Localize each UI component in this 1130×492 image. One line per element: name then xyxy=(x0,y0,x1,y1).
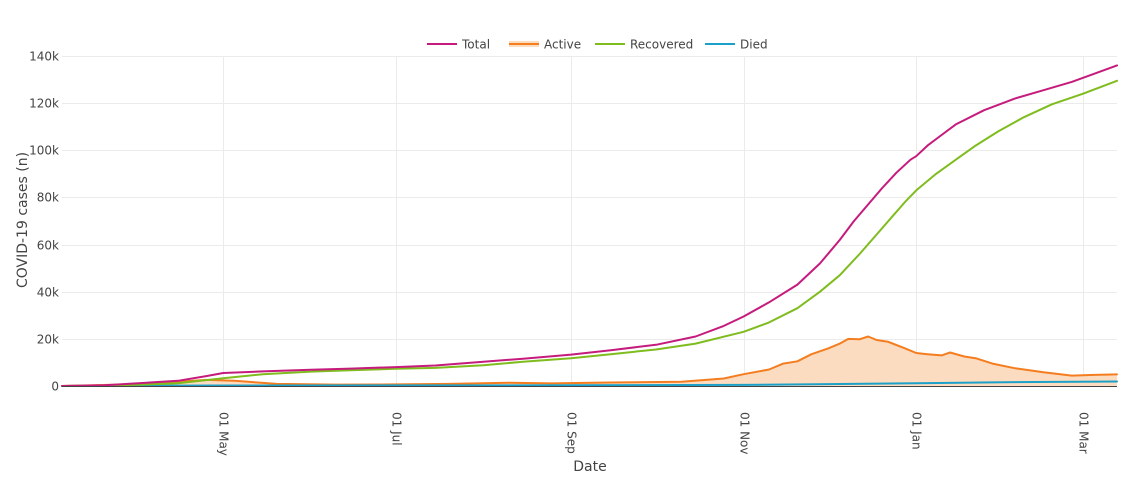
y-tick-labels: 0 20k 40k 60k 80k 100k 120k 140k xyxy=(29,50,59,394)
legend-item-active[interactable]: Active xyxy=(509,38,581,52)
y-tick-label: 20k xyxy=(37,333,59,347)
y-tick-label: 60k xyxy=(37,239,59,253)
y-tick-label: 40k xyxy=(37,286,59,300)
legend-label-recovered: Recovered xyxy=(630,38,693,52)
total-series-line xyxy=(61,64,1118,387)
grid-lines xyxy=(62,56,1117,386)
legend-label-total: Total xyxy=(461,38,490,52)
active-area xyxy=(62,336,1117,386)
legend-item-total[interactable]: Total xyxy=(427,38,490,52)
x-tick-label: 01 Sep xyxy=(565,412,579,454)
x-tick-label: 01 Nov xyxy=(738,412,752,455)
y-axis-title: COVID-19 cases (n) xyxy=(15,152,31,288)
legend-label-died: Died xyxy=(740,38,768,52)
died-series-line xyxy=(61,380,1118,387)
legend-item-recovered[interactable]: Recovered xyxy=(595,38,693,52)
legend: Total Active Recovered Died xyxy=(427,38,768,52)
recovered-series-line xyxy=(61,79,1118,387)
series-lines xyxy=(61,64,1118,387)
x-tick-labels: 01 May 01 Jul 01 Sep 01 Nov 01 Jan 01 Mar xyxy=(217,412,1091,456)
y-tick-label: 80k xyxy=(37,191,59,205)
y-tick-label: 100k xyxy=(29,144,59,158)
legend-item-died[interactable]: Died xyxy=(705,38,768,52)
y-tick-label: 0 xyxy=(51,380,59,394)
legend-label-active: Active xyxy=(544,38,581,52)
x-tick-label: 01 May xyxy=(217,412,231,456)
y-tick-label: 140k xyxy=(29,50,59,64)
x-tick-label: 01 Jul xyxy=(390,412,404,446)
y-tick-label: 120k xyxy=(29,97,59,111)
x-tick-label: 01 Mar xyxy=(1077,412,1091,454)
x-tick-label: 01 Jan xyxy=(910,412,924,450)
x-axis-title: Date xyxy=(573,459,606,475)
